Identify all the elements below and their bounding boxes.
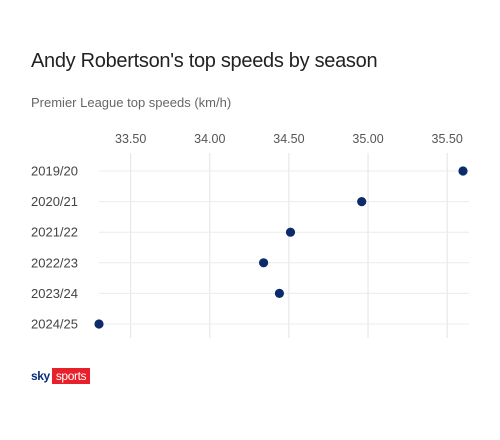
x-tick-label: 34.50 — [273, 132, 304, 146]
category-label: 2019/20 — [31, 164, 78, 179]
x-tick-label: 35.00 — [352, 132, 383, 146]
category-label: 2024/25 — [31, 317, 78, 332]
data-point-2021-22[interactable] — [285, 227, 296, 237]
category-label: 2023/24 — [31, 286, 78, 301]
x-tick-label: 34.00 — [194, 132, 225, 146]
x-tick-label: 33.50 — [115, 132, 146, 146]
data-point-2022-23[interactable] — [258, 258, 269, 268]
x-tick-label: 35.50 — [432, 132, 463, 146]
sky-sports-logo: sky sports — [31, 368, 91, 384]
sports-logo-text: sports — [51, 368, 91, 384]
data-point-2024-25[interactable] — [94, 319, 104, 329]
data-point-2020-21[interactable] — [357, 197, 367, 207]
chart-title: Andy Robertson's top speeds by season — [31, 50, 378, 72]
data-point-2019-20[interactable] — [458, 166, 468, 176]
data-point-2023-24[interactable] — [274, 288, 285, 298]
chart-subtitle: Premier League top speeds (km/h) — [31, 95, 232, 110]
category-label: 2022/23 — [31, 255, 78, 270]
sky-logo-text: sky — [31, 369, 50, 383]
category-label: 2021/22 — [31, 225, 78, 240]
category-label: 2020/21 — [31, 194, 78, 209]
